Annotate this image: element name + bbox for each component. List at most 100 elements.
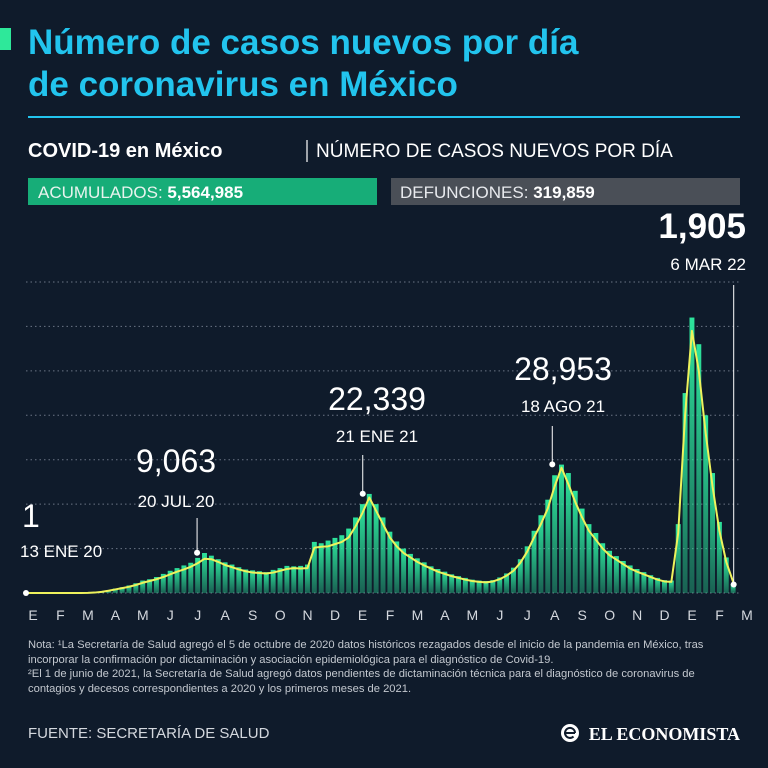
bar bbox=[153, 577, 159, 593]
annotation-dot bbox=[549, 461, 556, 468]
bar bbox=[277, 568, 283, 593]
chart-title: de coronavirus en México bbox=[28, 65, 458, 104]
bar bbox=[517, 559, 523, 593]
annotation-date: 20 JUL 20 bbox=[138, 492, 215, 511]
trend-line bbox=[26, 329, 735, 594]
annotation-dot bbox=[359, 490, 366, 497]
bar bbox=[160, 573, 166, 593]
x-tick-label: M bbox=[82, 607, 94, 623]
x-tick-label: D bbox=[660, 607, 670, 623]
bar bbox=[167, 570, 173, 593]
bar bbox=[373, 504, 379, 593]
x-tick-label: S bbox=[578, 607, 587, 623]
bar bbox=[586, 524, 592, 593]
stat-value: 319,859 bbox=[533, 183, 594, 202]
stat: DEFUNCIONES: 319,859 bbox=[400, 183, 595, 202]
brand-icon bbox=[564, 726, 577, 739]
annotation-value: 1 bbox=[22, 498, 40, 534]
bar bbox=[538, 515, 544, 593]
note: Nota: ¹La Secretaría de Salud agregó el … bbox=[28, 639, 704, 666]
subtitle: NÚMERO DE CASOS NUEVOS POR DÍA bbox=[316, 140, 673, 162]
bar bbox=[407, 553, 413, 593]
bar bbox=[469, 579, 475, 593]
bar bbox=[229, 564, 235, 593]
bar bbox=[401, 548, 407, 593]
bar bbox=[181, 565, 187, 593]
x-tick-label: O bbox=[275, 607, 286, 623]
bar bbox=[133, 583, 139, 593]
chart-title: Número de casos nuevos por día bbox=[28, 23, 579, 62]
annotation-value: 22,339 bbox=[328, 381, 426, 417]
bar bbox=[366, 493, 372, 593]
x-tick-label: A bbox=[221, 607, 231, 623]
bar bbox=[414, 558, 420, 593]
stat: ACUMULADOS: 5,564,985 bbox=[38, 183, 243, 202]
annotation-dot bbox=[730, 581, 737, 588]
source: FUENTE: SECRETARÍA DE SALUD bbox=[28, 725, 270, 742]
bar bbox=[682, 393, 688, 593]
annotation-date: 6 MAR 22 bbox=[670, 255, 746, 274]
bar bbox=[490, 580, 496, 593]
bar bbox=[710, 473, 716, 593]
bar bbox=[353, 517, 359, 593]
bar bbox=[572, 490, 578, 593]
bar bbox=[634, 569, 640, 593]
x-tick-label: A bbox=[111, 607, 121, 623]
bar bbox=[668, 580, 674, 593]
bar bbox=[394, 541, 400, 593]
bar bbox=[627, 565, 633, 593]
bar bbox=[504, 573, 510, 593]
bar bbox=[222, 562, 228, 593]
brand: EL ECONOMISTA bbox=[589, 724, 740, 744]
bar bbox=[689, 317, 695, 593]
x-tick-label: M bbox=[467, 607, 479, 623]
bar bbox=[270, 569, 276, 593]
x-tick-label: N bbox=[303, 607, 313, 623]
annotation-date: 18 AGO 21 bbox=[521, 397, 605, 416]
bar bbox=[524, 546, 530, 593]
bar bbox=[325, 540, 331, 593]
stat-box bbox=[391, 178, 740, 205]
bar bbox=[332, 537, 338, 593]
bar bbox=[284, 565, 290, 593]
bar bbox=[476, 580, 482, 593]
bar bbox=[449, 574, 455, 593]
bar bbox=[531, 530, 537, 593]
bar bbox=[147, 579, 153, 593]
bar bbox=[174, 568, 180, 593]
bar bbox=[442, 571, 448, 593]
x-tick-label: M bbox=[741, 607, 753, 623]
bar bbox=[250, 570, 256, 593]
bar bbox=[510, 567, 516, 593]
bar bbox=[723, 557, 729, 593]
annotation-dot bbox=[23, 589, 29, 596]
bar bbox=[298, 565, 304, 593]
bar bbox=[346, 528, 352, 593]
bar bbox=[545, 499, 551, 593]
bar bbox=[662, 580, 667, 593]
note: ²El 1 de junio de 2021, la Secretaría de… bbox=[28, 668, 695, 695]
notes: Nota: ¹La Secretaría de Salud agregó el … bbox=[28, 638, 744, 696]
x-tick-label: J bbox=[524, 607, 531, 623]
x-tick-label: M bbox=[412, 607, 424, 623]
x-tick-label: N bbox=[632, 607, 642, 623]
bar bbox=[119, 587, 125, 593]
bar bbox=[195, 557, 201, 593]
bar bbox=[380, 517, 386, 593]
bar bbox=[263, 572, 269, 593]
subtitle: COVID-19 en México bbox=[28, 140, 223, 162]
bar bbox=[318, 543, 324, 593]
annotation-value: 9,063 bbox=[136, 443, 216, 479]
bar bbox=[140, 580, 146, 593]
bar bbox=[730, 584, 736, 593]
x-tick-label: S bbox=[248, 607, 257, 623]
bar bbox=[703, 415, 709, 593]
bar bbox=[497, 577, 503, 593]
bar bbox=[648, 575, 654, 593]
bar bbox=[462, 577, 468, 593]
annotation-date: 13 ENE 20 bbox=[20, 542, 102, 561]
x-tick-label: A bbox=[550, 607, 560, 623]
annotation-date: 21 ENE 21 bbox=[336, 427, 418, 446]
x-tick-label: E bbox=[687, 607, 696, 623]
